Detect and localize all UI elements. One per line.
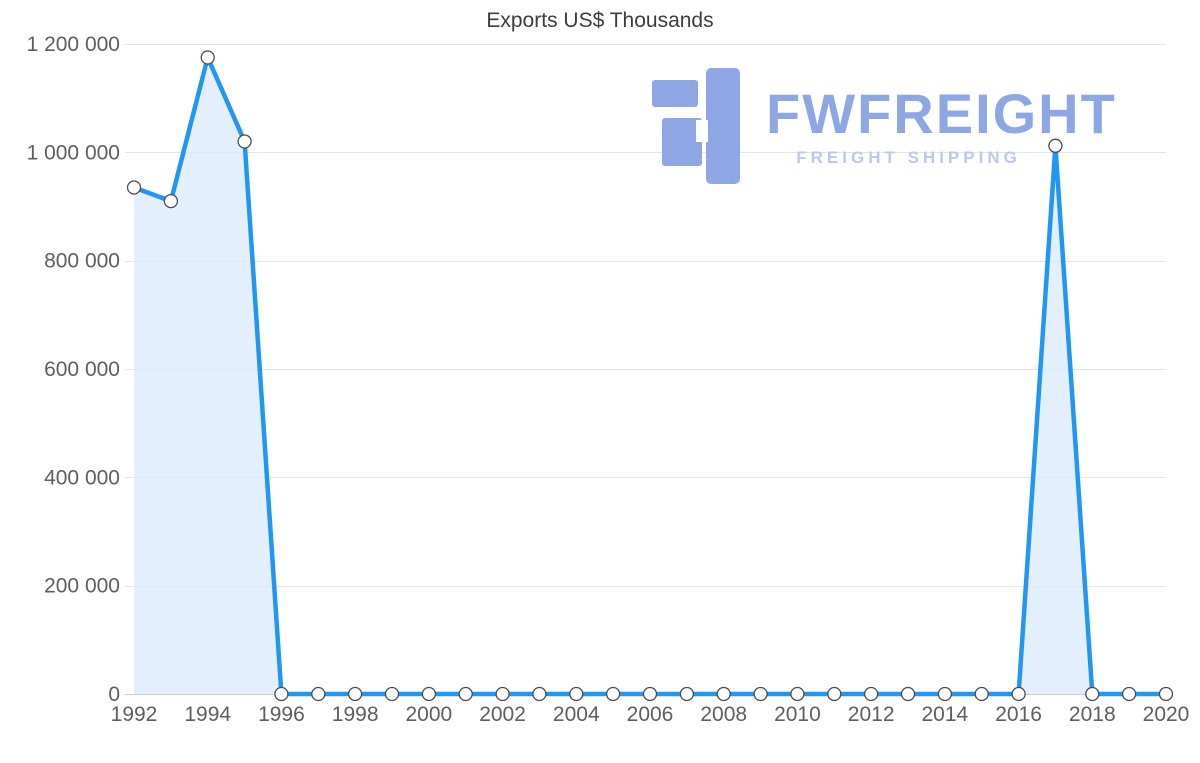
data-point-marker xyxy=(900,686,916,702)
data-point-marker xyxy=(311,686,326,702)
x-tick-label: 2012 xyxy=(848,703,895,726)
x-tick-label: 2004 xyxy=(553,703,600,726)
data-point-marker xyxy=(384,686,400,702)
data-point-marker xyxy=(200,50,215,65)
data-point-marker xyxy=(1121,686,1137,702)
watermark-tagline: FREIGHT SHIPPING xyxy=(796,148,1021,167)
x-tick-label: 1992 xyxy=(111,703,158,726)
data-point-marker xyxy=(1085,686,1100,702)
watermark: FWFREIGHT FREIGHT SHIPPING xyxy=(648,68,1117,184)
data-point-marker xyxy=(126,180,142,195)
data-point-marker xyxy=(753,686,768,702)
data-point-marker xyxy=(937,686,953,702)
y-tick-label: 800 000 xyxy=(44,250,120,273)
y-tick-label: 0 xyxy=(108,683,120,706)
x-tick-label: 2018 xyxy=(1069,703,1116,726)
fwfreight-logo-icon xyxy=(652,68,740,184)
x-tick-label: 2020 xyxy=(1143,703,1190,726)
chart-title: Exports US$ Thousands xyxy=(486,9,714,32)
x-tick-label: 1996 xyxy=(258,703,305,726)
watermark-text: FWFREIGHT FREIGHT SHIPPING xyxy=(766,68,1117,168)
x-tick-label: 1998 xyxy=(332,703,379,726)
data-point-marker xyxy=(642,686,658,702)
y-tick-label: 1 000 000 xyxy=(27,141,120,164)
data-point-marker xyxy=(605,686,621,702)
data-point-marker xyxy=(827,686,842,702)
x-tick-label: 1994 xyxy=(184,703,231,726)
data-point-marker xyxy=(163,193,179,209)
data-point-marker xyxy=(974,686,989,702)
data-point-marker xyxy=(495,686,510,702)
data-point-marker xyxy=(716,686,731,702)
data-point-marker xyxy=(1158,686,1174,702)
data-point-marker xyxy=(569,686,584,702)
area-fill xyxy=(134,57,1166,694)
data-point-marker xyxy=(790,686,805,702)
y-tick-label: 1 200 000 xyxy=(27,33,120,56)
data-point-marker xyxy=(679,686,695,702)
data-point-marker xyxy=(274,686,289,702)
data-point-marker xyxy=(421,686,437,702)
x-tick-label: 2014 xyxy=(921,703,968,726)
watermark-brand: FWFREIGHT xyxy=(766,82,1117,145)
y-tick-label: 400 000 xyxy=(44,466,120,489)
data-point-marker xyxy=(237,134,252,149)
x-tick-label: 2002 xyxy=(479,703,526,726)
data-point-marker xyxy=(1048,138,1063,153)
data-point-marker xyxy=(458,686,473,702)
x-tick-label: 2016 xyxy=(995,703,1042,726)
x-tick-label: 2006 xyxy=(627,703,674,726)
y-tick-label: 200 000 xyxy=(44,575,120,598)
data-point-marker xyxy=(347,686,363,702)
x-tick-label: 2010 xyxy=(774,703,821,726)
x-tick-label: 2008 xyxy=(700,703,747,726)
data-point-marker xyxy=(532,686,547,702)
data-point-marker xyxy=(1011,686,1026,702)
y-tick-label: 600 000 xyxy=(44,358,120,381)
data-point-marker xyxy=(863,686,879,702)
x-tick-label: 2000 xyxy=(405,703,452,726)
